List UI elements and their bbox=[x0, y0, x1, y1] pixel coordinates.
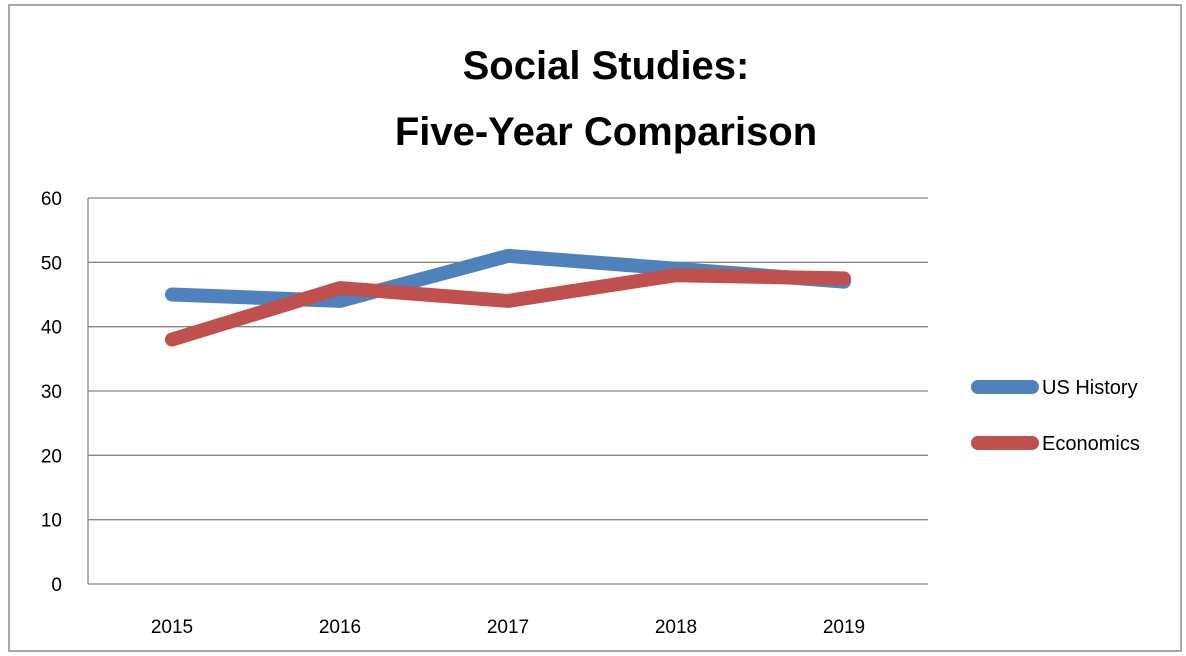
y-tick-label-30: 30 bbox=[41, 382, 62, 403]
y-tick-label-10: 10 bbox=[41, 511, 62, 532]
x-tick-label-2017: 2017 bbox=[487, 617, 529, 638]
y-tick-label-0: 0 bbox=[51, 575, 62, 596]
data-point-economics-2019 bbox=[843, 277, 845, 279]
legend-label-us-history: US History bbox=[1042, 377, 1138, 399]
axes bbox=[87, 198, 928, 585]
y-tick-label-60: 60 bbox=[41, 189, 62, 210]
x-tick-label-2016: 2016 bbox=[319, 617, 361, 638]
data-point-economics-2018 bbox=[675, 274, 677, 276]
legend-label-economics: Economics bbox=[1042, 433, 1140, 455]
data-point-us-history-2017 bbox=[507, 255, 509, 257]
legend: US History Economics bbox=[971, 377, 1140, 455]
x-tick-label-2018: 2018 bbox=[655, 617, 697, 638]
y-axis-tick-labels: 0 10 20 30 40 50 60 bbox=[41, 189, 62, 596]
series-lines bbox=[165, 248, 851, 347]
y-tick-label-50: 50 bbox=[41, 253, 62, 274]
chart-title-line-2: Five-Year Comparison bbox=[395, 110, 817, 154]
data-point-economics-2015 bbox=[171, 339, 173, 341]
data-point-economics-2016 bbox=[339, 287, 341, 289]
data-point-economics-2017 bbox=[507, 300, 509, 302]
data-point-us-history-2016 bbox=[339, 300, 341, 302]
gridlines bbox=[88, 197, 928, 521]
chart-title-line-1: Social Studies: bbox=[463, 44, 750, 88]
x-axis-tick-labels: 2015 2016 2017 2018 2019 bbox=[151, 617, 865, 638]
series-line-economics bbox=[165, 268, 851, 347]
x-tick-label-2019: 2019 bbox=[823, 617, 865, 638]
y-tick-label-40: 40 bbox=[41, 318, 62, 339]
y-tick-label-20: 20 bbox=[41, 446, 62, 467]
data-point-us-history-2015 bbox=[171, 294, 173, 296]
x-tick-label-2015: 2015 bbox=[151, 617, 193, 638]
